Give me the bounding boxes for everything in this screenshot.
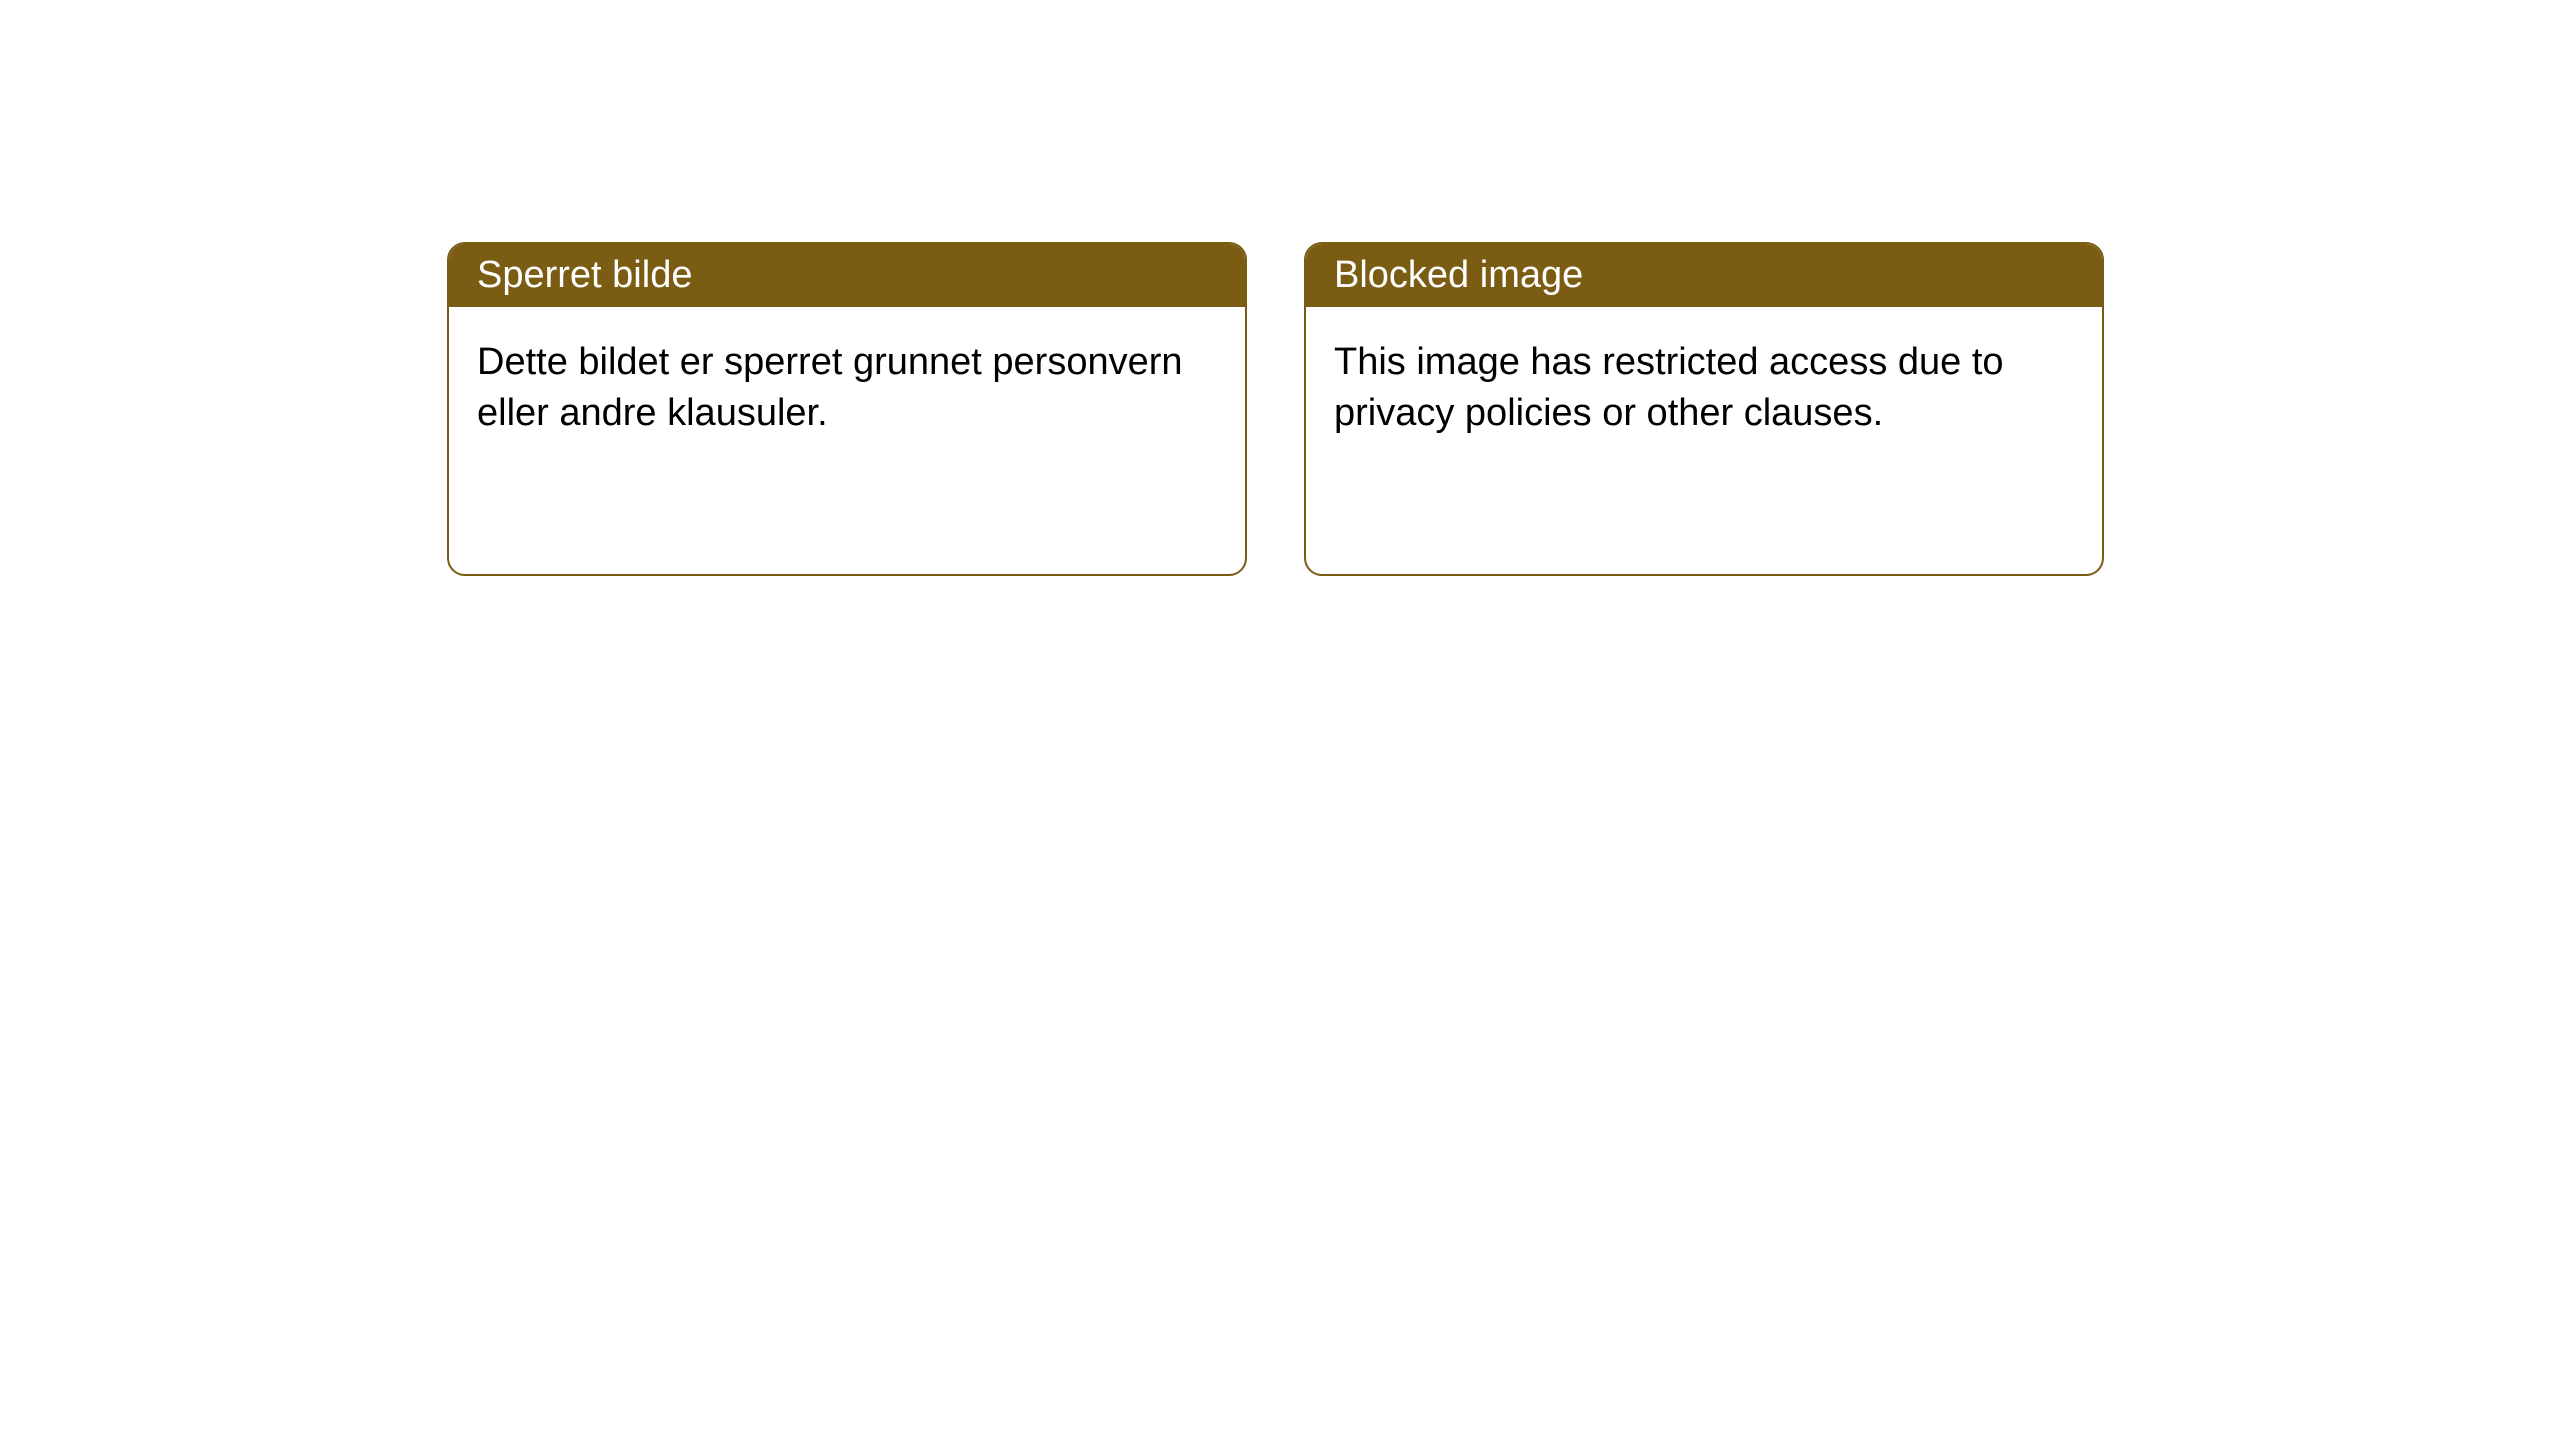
notice-header: Sperret bilde <box>449 244 1245 307</box>
notice-box-english: Blocked image This image has restricted … <box>1304 242 2104 576</box>
notices-container: Sperret bilde Dette bildet er sperret gr… <box>447 242 2104 576</box>
notice-box-norwegian: Sperret bilde Dette bildet er sperret gr… <box>447 242 1247 576</box>
notice-body: This image has restricted access due to … <box>1306 307 2102 470</box>
notice-body: Dette bildet er sperret grunnet personve… <box>449 307 1245 470</box>
notice-header: Blocked image <box>1306 244 2102 307</box>
